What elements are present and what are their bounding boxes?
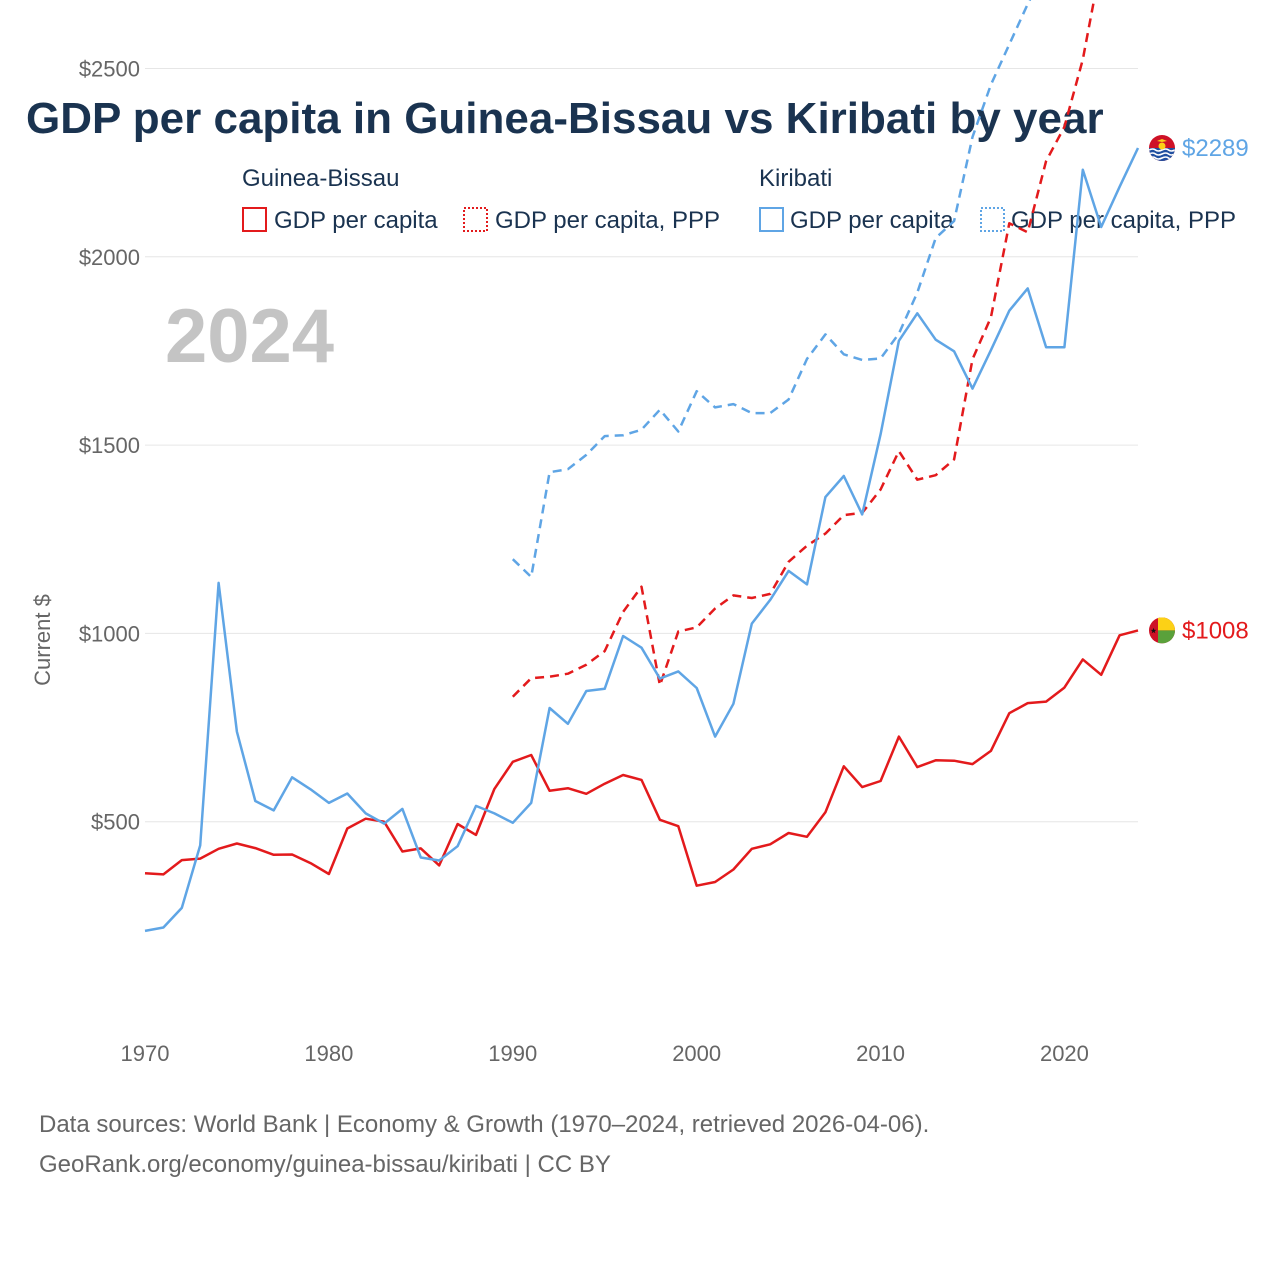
legend-group-kiribati: Kiribati xyxy=(759,165,832,192)
y-tick-label: $2000 xyxy=(79,245,140,270)
y-tick-label: $1000 xyxy=(79,621,140,646)
series-line-guinea-bissau-gdp-ppp xyxy=(511,0,1096,698)
series-line-guinea-bissau-gdp xyxy=(144,629,1139,887)
source-line-2: GeoRank.org/economy/guinea-bissau/kiriba… xyxy=(39,1151,611,1178)
x-tick-label: 2010 xyxy=(856,1041,905,1066)
x-tick-label: 1990 xyxy=(488,1041,537,1066)
series-line-kiribati-gdp-ppp xyxy=(511,0,1032,579)
source-line-1: Data sources: World Bank | Economy & Gro… xyxy=(39,1111,929,1138)
end-value-label-kiribati-gdp: $2289 xyxy=(1182,135,1249,162)
legend-label-ki-ppp: GDP per capita, PPP xyxy=(1011,207,1236,234)
x-tick-label: 2020 xyxy=(1040,1041,1089,1066)
chart-title: GDP per capita in Guinea-Bissau vs Kirib… xyxy=(26,94,1104,143)
legend: Guinea-Bissau GDP per capita GDP per cap… xyxy=(242,165,1236,234)
x-axis-ticks: 1970 1980 1990 2000 2010 2020 xyxy=(121,1041,1089,1066)
legend-swatch-gb-gdp xyxy=(242,207,267,232)
source-footer: Data sources: World Bank | Economy & Gro… xyxy=(39,1111,929,1178)
y-tick-label: $1500 xyxy=(79,433,140,458)
x-tick-label: 1980 xyxy=(304,1041,353,1066)
legend-swatch-ki-ppp xyxy=(980,207,1005,232)
legend-group-guinea-bissau: Guinea-Bissau xyxy=(242,165,399,192)
end-value-label-guinea-bissau-gdp: $1008 xyxy=(1182,617,1249,644)
legend-label-gb-ppp: GDP per capita, PPP xyxy=(495,207,720,234)
series-lines: $1008$3119$2289$3702 xyxy=(144,0,1249,933)
legend-label-gb-gdp: GDP per capita xyxy=(274,207,438,234)
year-watermark: 2024 xyxy=(165,294,334,379)
y-axis-ticks: $500$1000$1500$2000$2500$3000$3500 xyxy=(79,57,140,835)
legend-swatch-ki-gdp xyxy=(759,207,784,232)
y-tick-label: $2500 xyxy=(79,57,140,82)
series-line-kiribati-gdp xyxy=(144,147,1140,933)
x-tick-label: 1970 xyxy=(121,1041,170,1066)
x-tick-label: 2000 xyxy=(672,1041,721,1066)
legend-label-ki-gdp: GDP per capita xyxy=(790,207,954,234)
y-axis-label: Current $ xyxy=(30,594,55,686)
guinea-bissau-flag-icon xyxy=(1149,617,1175,643)
kiribati-flag-icon xyxy=(1149,135,1175,161)
y-tick-label: $500 xyxy=(91,810,140,835)
gridlines xyxy=(145,68,1138,823)
legend-swatch-gb-ppp xyxy=(463,207,488,232)
